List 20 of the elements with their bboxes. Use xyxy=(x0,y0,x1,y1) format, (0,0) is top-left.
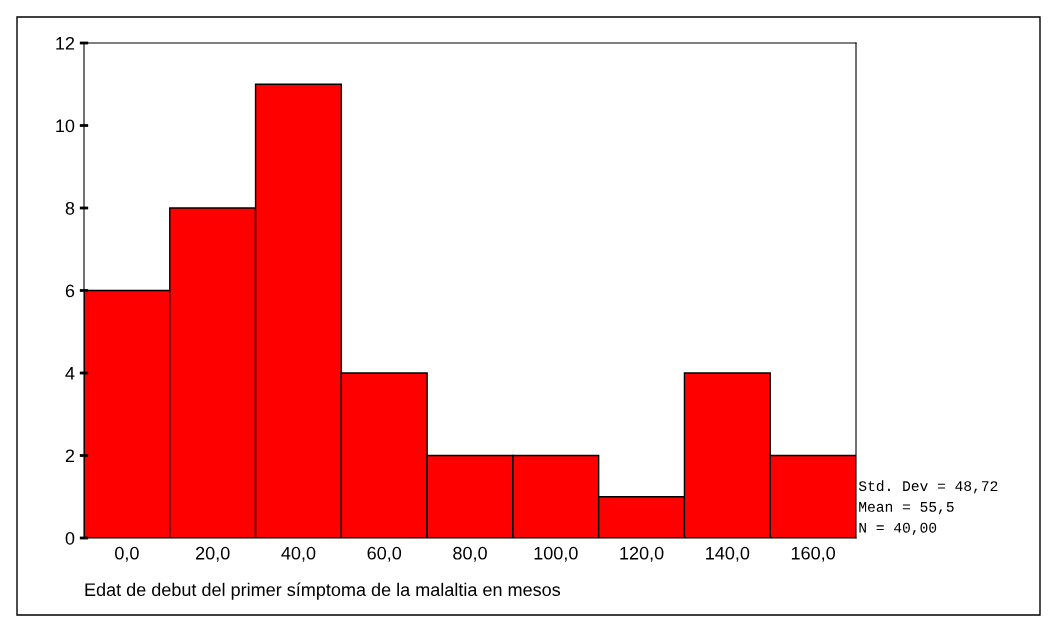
x-tick-label: 40,0 xyxy=(281,546,316,562)
y-tick-label: 10 xyxy=(56,119,75,133)
y-tick-label: 4 xyxy=(65,367,75,380)
x-tick-label: 80,0 xyxy=(453,546,487,562)
x-tick-label: 0,0 xyxy=(115,546,139,562)
x-axis-title: Edat de debut del primer símptoma de la malaltia en mesos xyxy=(85,582,561,600)
text: N = 40,00 xyxy=(859,522,937,536)
x-tick-label: 60,0 xyxy=(367,546,402,562)
x-tick-label: 100,0 xyxy=(534,546,578,562)
text: Std. Dev = 48,72 xyxy=(858,480,998,494)
y-tick-label: 8 xyxy=(65,201,75,215)
x-tick-label: 140,0 xyxy=(706,546,750,562)
y-tick-label: 6 xyxy=(65,284,75,298)
y-tick-label: 12 xyxy=(56,36,75,50)
y-tick-label: 2 xyxy=(65,449,75,463)
y-tick-label: 0 xyxy=(65,531,75,545)
x-tick-label: 20,0 xyxy=(196,546,230,562)
x-tick-label: 160,0 xyxy=(791,546,835,562)
text: Mean = 55,5 xyxy=(859,502,954,515)
x-tick-label: 120,0 xyxy=(620,546,664,562)
